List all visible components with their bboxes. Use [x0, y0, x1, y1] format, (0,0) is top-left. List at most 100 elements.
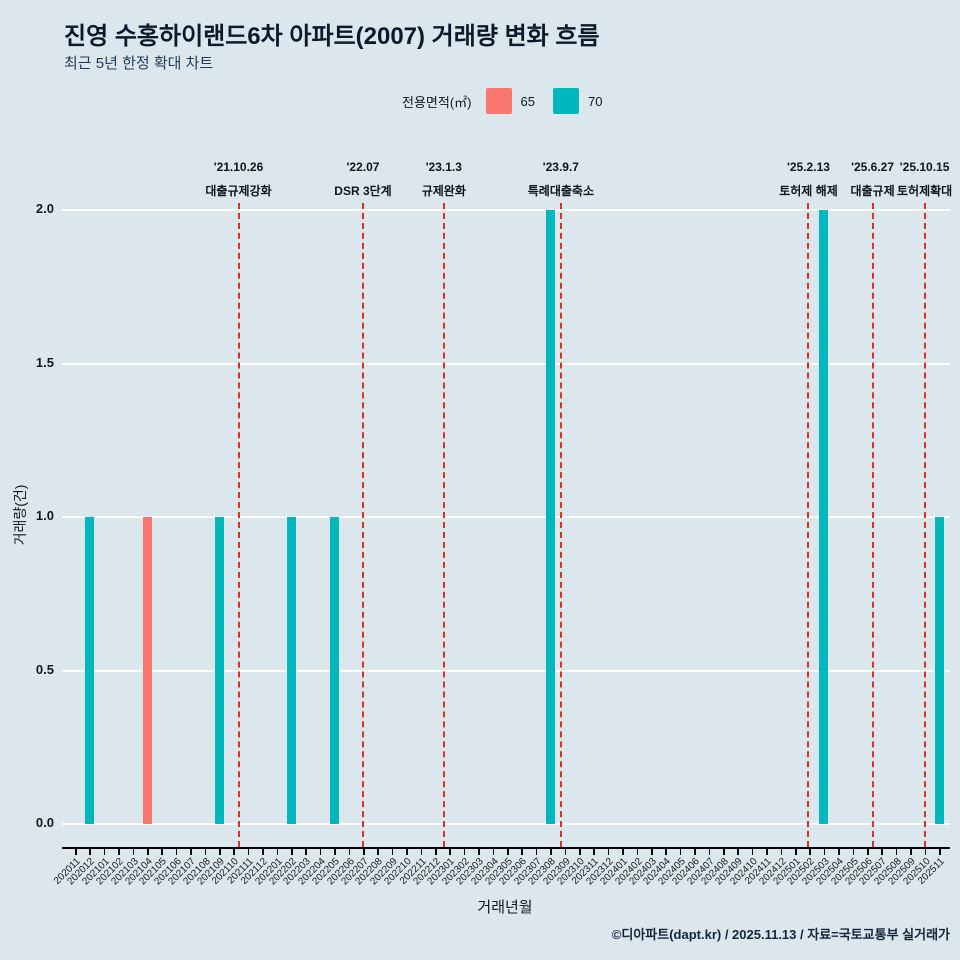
- x-axis-tick: [723, 849, 725, 855]
- x-axis-tick: [363, 849, 365, 855]
- x-axis-tick: [420, 849, 423, 855]
- event-date: '21.10.26: [213, 160, 264, 174]
- legend-title: 전용면적(㎡): [402, 94, 472, 110]
- event-label: 대출규제강화: [205, 184, 272, 198]
- y-axis-tick-label: 1.0: [35, 508, 54, 523]
- page-title: 진영 수홍하이랜드6차 아파트(2007) 거래량 변화 흐름: [64, 23, 600, 50]
- legend: 전용면적(㎡) 65 70: [402, 88, 602, 114]
- x-axis-tick: [564, 849, 567, 855]
- event-date: '22.07: [346, 160, 380, 174]
- x-axis-tick: [679, 849, 682, 855]
- x-axis-tick: [579, 849, 581, 855]
- x-axis-tick: [939, 849, 941, 855]
- x-axis-tick: [75, 849, 77, 855]
- page-subtitle: 최근 5년 한정 확대 차트: [64, 55, 214, 72]
- x-axis-tick: [694, 849, 696, 855]
- event-line: [559, 203, 562, 847]
- x-axis-tick: [550, 849, 552, 855]
- x-axis-tick: [89, 849, 91, 855]
- bar-202104-65: [142, 517, 152, 824]
- legend-item-70: 70: [552, 88, 603, 114]
- x-axis-tick: [103, 849, 106, 855]
- x-axis-tick: [823, 849, 826, 855]
- x-axis-tick: [319, 849, 322, 855]
- event-label: 토허제 해제: [779, 184, 838, 198]
- event-line: [442, 203, 445, 847]
- x-axis-line: [62, 847, 950, 849]
- legend-swatch-70: [552, 88, 579, 114]
- x-axis-tick: [204, 849, 207, 855]
- x-axis-tick: [867, 849, 869, 855]
- x-axis-tick: [593, 849, 595, 855]
- x-axis-title: 거래년월: [477, 899, 533, 916]
- event-line: [237, 203, 240, 847]
- event-label: 토허제확대: [896, 184, 953, 198]
- legend-items: 65 70: [485, 88, 603, 114]
- event-date: '23.1.3: [425, 160, 462, 174]
- x-axis-tick: [622, 849, 624, 855]
- bar-202308-70: [545, 210, 555, 824]
- event-line: [362, 203, 364, 847]
- x-axis-tick: [478, 849, 480, 855]
- x-axis-tick: [708, 849, 711, 855]
- gridline: [62, 823, 950, 825]
- gridline: [62, 516, 950, 518]
- bar-202012-70: [84, 517, 94, 824]
- x-axis-tick: [751, 849, 754, 855]
- x-axis-tick: [924, 849, 927, 855]
- event-date: '25.2.13: [787, 160, 830, 174]
- legend-item-label: 65: [520, 93, 535, 109]
- x-axis-tick: [766, 849, 768, 855]
- x-axis-tick: [118, 849, 120, 855]
- x-axis-tick: [406, 849, 408, 855]
- x-axis-tick: [838, 849, 840, 855]
- y-axis-tick-label: 0.0: [35, 815, 54, 830]
- x-axis-tick: [219, 849, 221, 855]
- event-date: '25.10.15: [899, 160, 950, 174]
- event-label: 대출규제: [850, 184, 895, 198]
- x-axis-tick: [636, 849, 639, 855]
- x-axis-tick: [492, 849, 495, 855]
- x-axis-tick: [377, 849, 379, 855]
- x-axis-tick: [247, 849, 250, 855]
- footer-credit: ©디아파트(dapt.kr) / 2025.11.13 / 자료=국토교통부 실…: [611, 927, 950, 942]
- event-line: [923, 203, 926, 847]
- legend-swatch-65: [485, 88, 512, 114]
- bar-202205-70: [329, 517, 339, 824]
- x-axis-tick: [147, 849, 149, 855]
- x-axis-tick: [334, 849, 336, 855]
- bar-202511-70: [934, 517, 944, 824]
- x-axis-tick: [175, 849, 178, 855]
- event-line: [871, 203, 874, 847]
- x-axis-tick: [276, 849, 279, 855]
- bar-202202-70: [286, 517, 296, 824]
- x-axis-tick: [809, 849, 811, 855]
- x-axis-tick: [881, 849, 883, 855]
- x-axis-tick: [651, 849, 653, 855]
- x-axis-tick: [449, 849, 451, 855]
- x-axis-tick: [348, 849, 351, 855]
- x-axis-tick: [521, 849, 523, 855]
- x-axis-tick: [665, 849, 667, 855]
- event-date: '25.6.27: [851, 160, 895, 174]
- x-axis-tick: [780, 849, 783, 855]
- gridline: [62, 669, 950, 672]
- legend-item-label: 70: [587, 93, 603, 109]
- x-axis-tick: [190, 849, 192, 855]
- x-axis-tick: [910, 849, 912, 855]
- gridline: [62, 362, 950, 365]
- x-axis-tick: [291, 849, 293, 855]
- event-line: [807, 203, 810, 847]
- event-label: 특례대출축소: [527, 184, 594, 198]
- y-axis-tick-label: 2.0: [35, 201, 54, 216]
- x-axis-tick: [132, 849, 135, 855]
- x-axis-tick: [895, 849, 898, 855]
- x-axis-tick: [435, 849, 437, 855]
- x-axis-tick: [852, 849, 855, 855]
- gridline: [62, 209, 950, 211]
- x-axis-tick: [535, 849, 538, 855]
- y-axis-tick-label: 1.5: [35, 354, 54, 370]
- bar-202503-70: [819, 210, 829, 824]
